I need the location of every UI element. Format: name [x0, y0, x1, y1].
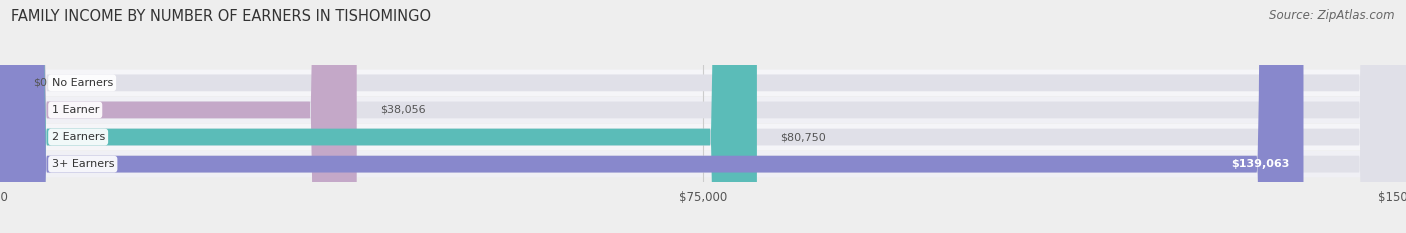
Text: 3+ Earners: 3+ Earners [52, 159, 114, 169]
Text: $38,056: $38,056 [380, 105, 426, 115]
FancyBboxPatch shape [0, 0, 756, 233]
Text: No Earners: No Earners [52, 78, 112, 88]
FancyBboxPatch shape [0, 0, 1303, 233]
Text: FAMILY INCOME BY NUMBER OF EARNERS IN TISHOMINGO: FAMILY INCOME BY NUMBER OF EARNERS IN TI… [11, 9, 432, 24]
Text: $139,063: $139,063 [1232, 159, 1289, 169]
Text: $0: $0 [32, 78, 46, 88]
FancyBboxPatch shape [0, 0, 357, 233]
Text: $80,750: $80,750 [780, 132, 827, 142]
Text: 1 Earner: 1 Earner [52, 105, 98, 115]
Text: 2 Earners: 2 Earners [52, 132, 105, 142]
Text: Source: ZipAtlas.com: Source: ZipAtlas.com [1270, 9, 1395, 22]
